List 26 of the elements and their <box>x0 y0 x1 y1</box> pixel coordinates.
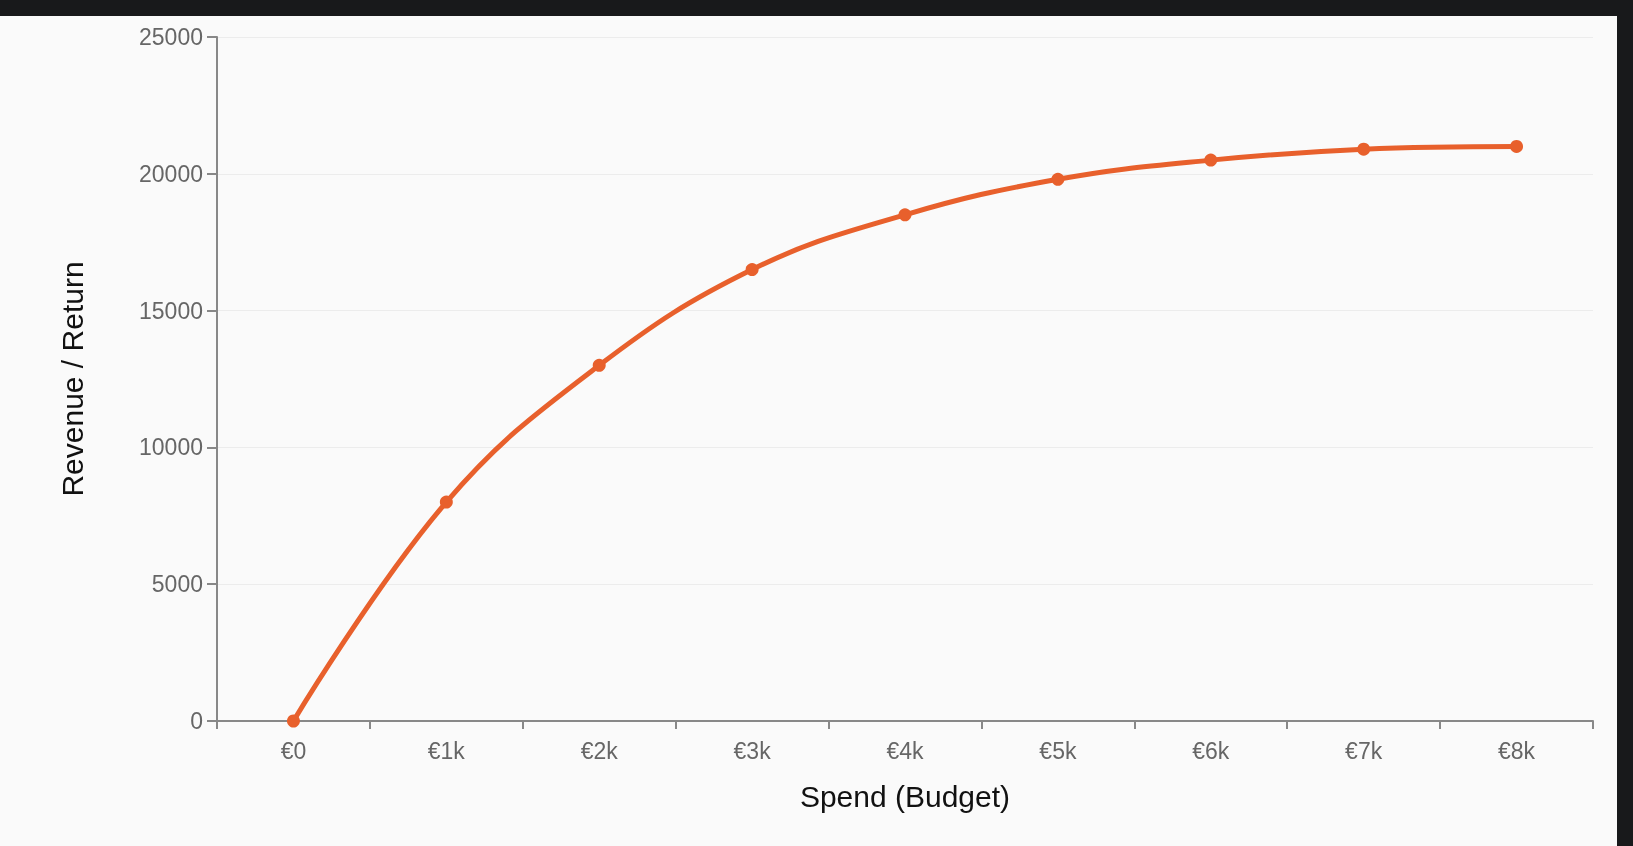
y-axis-title: Revenue / Return <box>55 261 89 497</box>
point <box>745 263 759 277</box>
point <box>1357 142 1371 156</box>
point <box>898 208 912 222</box>
point <box>286 714 300 728</box>
x-tick-label: €0 <box>280 737 307 764</box>
point <box>592 358 606 372</box>
x-tick-label: €3k <box>733 737 772 764</box>
x-tick-label: €4k <box>886 737 925 764</box>
y-tick-label: 10000 <box>139 434 203 461</box>
y-tick-label: 15000 <box>139 297 203 324</box>
x-tick-label: €1k <box>427 737 466 764</box>
x-axis-title: Spend (Budget) <box>799 779 1011 813</box>
x-tick-label: €5k <box>1039 737 1077 764</box>
y-tick-label: 0 <box>190 708 203 734</box>
y-tick-label: 20000 <box>139 160 203 187</box>
point <box>439 495 453 509</box>
point <box>1510 139 1524 153</box>
point <box>1204 153 1218 167</box>
x-tick-label: €7k <box>1345 737 1383 764</box>
x-tick-label: €2k <box>580 737 619 764</box>
y-tick-label: 5000 <box>151 571 203 598</box>
x-tick-label: €6k <box>1192 737 1230 764</box>
x-tick-label: €8k <box>1498 737 1536 764</box>
point <box>1051 172 1065 186</box>
y-tick-label: 25000 <box>139 24 203 50</box>
